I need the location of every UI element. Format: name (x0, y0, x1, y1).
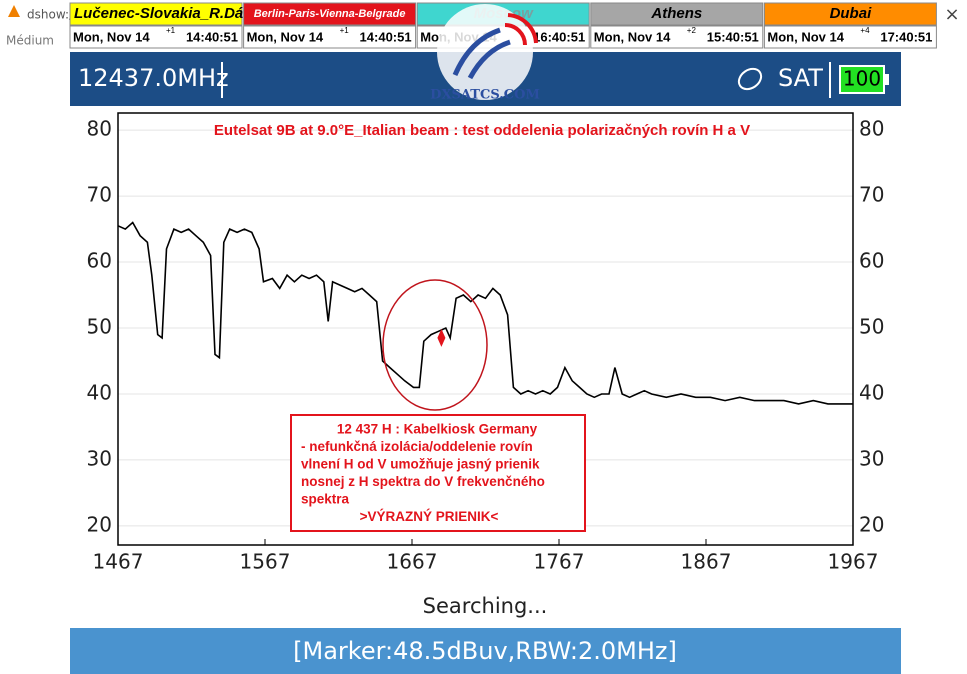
clock-date: Mon, Nov 14 (767, 29, 844, 44)
y-tick-label: 80 (87, 117, 112, 141)
annotation-line: >VÝRAZNÝ PRIENIK< (360, 509, 499, 524)
mode: SAT (778, 64, 823, 92)
battery (839, 65, 885, 94)
clock-time: 14:40:51 (360, 29, 412, 44)
x-tick-label: 1667 (387, 550, 438, 574)
clock-date: Mon, Nov 14 (247, 29, 324, 44)
clock-offset: +1 (166, 26, 176, 35)
y-tick-label: 20 (87, 512, 112, 536)
y-tick-label-right: 30 (859, 446, 884, 470)
annotation-line: spektra (301, 492, 350, 507)
clock-time: 14:40:51 (186, 29, 238, 44)
logo (437, 4, 533, 100)
clock-time-bg (590, 25, 764, 49)
y-tick-label: 30 (87, 446, 112, 470)
clock-date: Mon, Nov 14 (594, 29, 671, 44)
clock-time-bg (243, 25, 417, 49)
app-name: dshow:// (27, 8, 78, 22)
clock-city-bg (763, 2, 937, 26)
y-tick-label-right: 80 (859, 117, 884, 141)
y-tick-label: 40 (87, 380, 112, 404)
y-tick-label-right: 50 (859, 315, 884, 339)
y-tick-label: 60 (87, 249, 112, 273)
annotation-box (290, 414, 586, 532)
clock-city-bg (69, 2, 243, 26)
clock-offset: +2 (687, 26, 697, 35)
app-icon (8, 5, 20, 17)
clock-time: 15:40:51 (707, 29, 759, 44)
device-footer (70, 628, 901, 674)
battery-level: 100 (843, 67, 881, 91)
x-tick-label: 1467 (93, 550, 144, 574)
highlight-circle (382, 279, 488, 411)
x-tick-label: 1767 (534, 550, 585, 574)
clock-time: 16:40:51 (533, 29, 585, 44)
clock-time-bg (69, 25, 243, 49)
x-tick-label: 1967 (828, 550, 879, 574)
clock-city: Dubai (830, 5, 873, 22)
clock-city: Athens (650, 5, 702, 22)
logo-text: DXSATCS.COM (430, 88, 540, 103)
spectrum-line (117, 221, 853, 405)
x-tick-label: 1867 (681, 550, 732, 574)
x-tick-label: 1567 (240, 550, 291, 574)
marker (437, 328, 446, 347)
close-button[interactable]: × (944, 4, 959, 25)
marker-info: [Marker:48.5dBuv,RBW:2.0MHz] (293, 637, 677, 665)
annotation-line: - nefunkčná izolácia/oddelenie rovín (301, 439, 533, 454)
dish-icon (737, 67, 763, 91)
frequency: 12437.0MHz (78, 64, 229, 92)
logo-dish (452, 27, 511, 80)
annotation-line: nosnej z H spektra do V frekvenčného (301, 474, 545, 489)
clock-city-bg (243, 2, 417, 26)
y-tick-label-right: 20 (859, 512, 884, 536)
clock-offset: +1 (340, 26, 350, 35)
status: Searching... (423, 594, 548, 618)
y-tick-label: 50 (87, 315, 112, 339)
app-mode: Médium (6, 34, 54, 48)
clock-time-bg (763, 25, 937, 49)
chart-title: Eutelsat 9B at 9.0°E_Italian beam : test… (214, 122, 750, 139)
y-tick-label-right: 40 (859, 380, 884, 404)
clock-city-bg (590, 2, 764, 26)
clock-time: 17:40:51 (880, 29, 932, 44)
y-tick-label-right: 70 (859, 183, 884, 207)
y-tick-label-right: 60 (859, 249, 884, 273)
clock-offset: +4 (860, 26, 870, 35)
annotation-line: vlnení H od V umožňuje jasný prienik (301, 457, 540, 472)
clock-city: Berlin-Paris-Vienna-Belgrade (254, 8, 406, 20)
clock-city: Lučenec-Slovakia_R.Dávid (74, 5, 266, 22)
logo-waves (504, 13, 538, 46)
clock-date: Mon, Nov 14 (73, 29, 150, 44)
plot-frame (117, 112, 854, 546)
y-tick-label: 70 (87, 183, 112, 207)
annotation-line: 12 437 H : Kabelkiosk Germany (337, 422, 538, 437)
battery-tip (885, 74, 889, 85)
